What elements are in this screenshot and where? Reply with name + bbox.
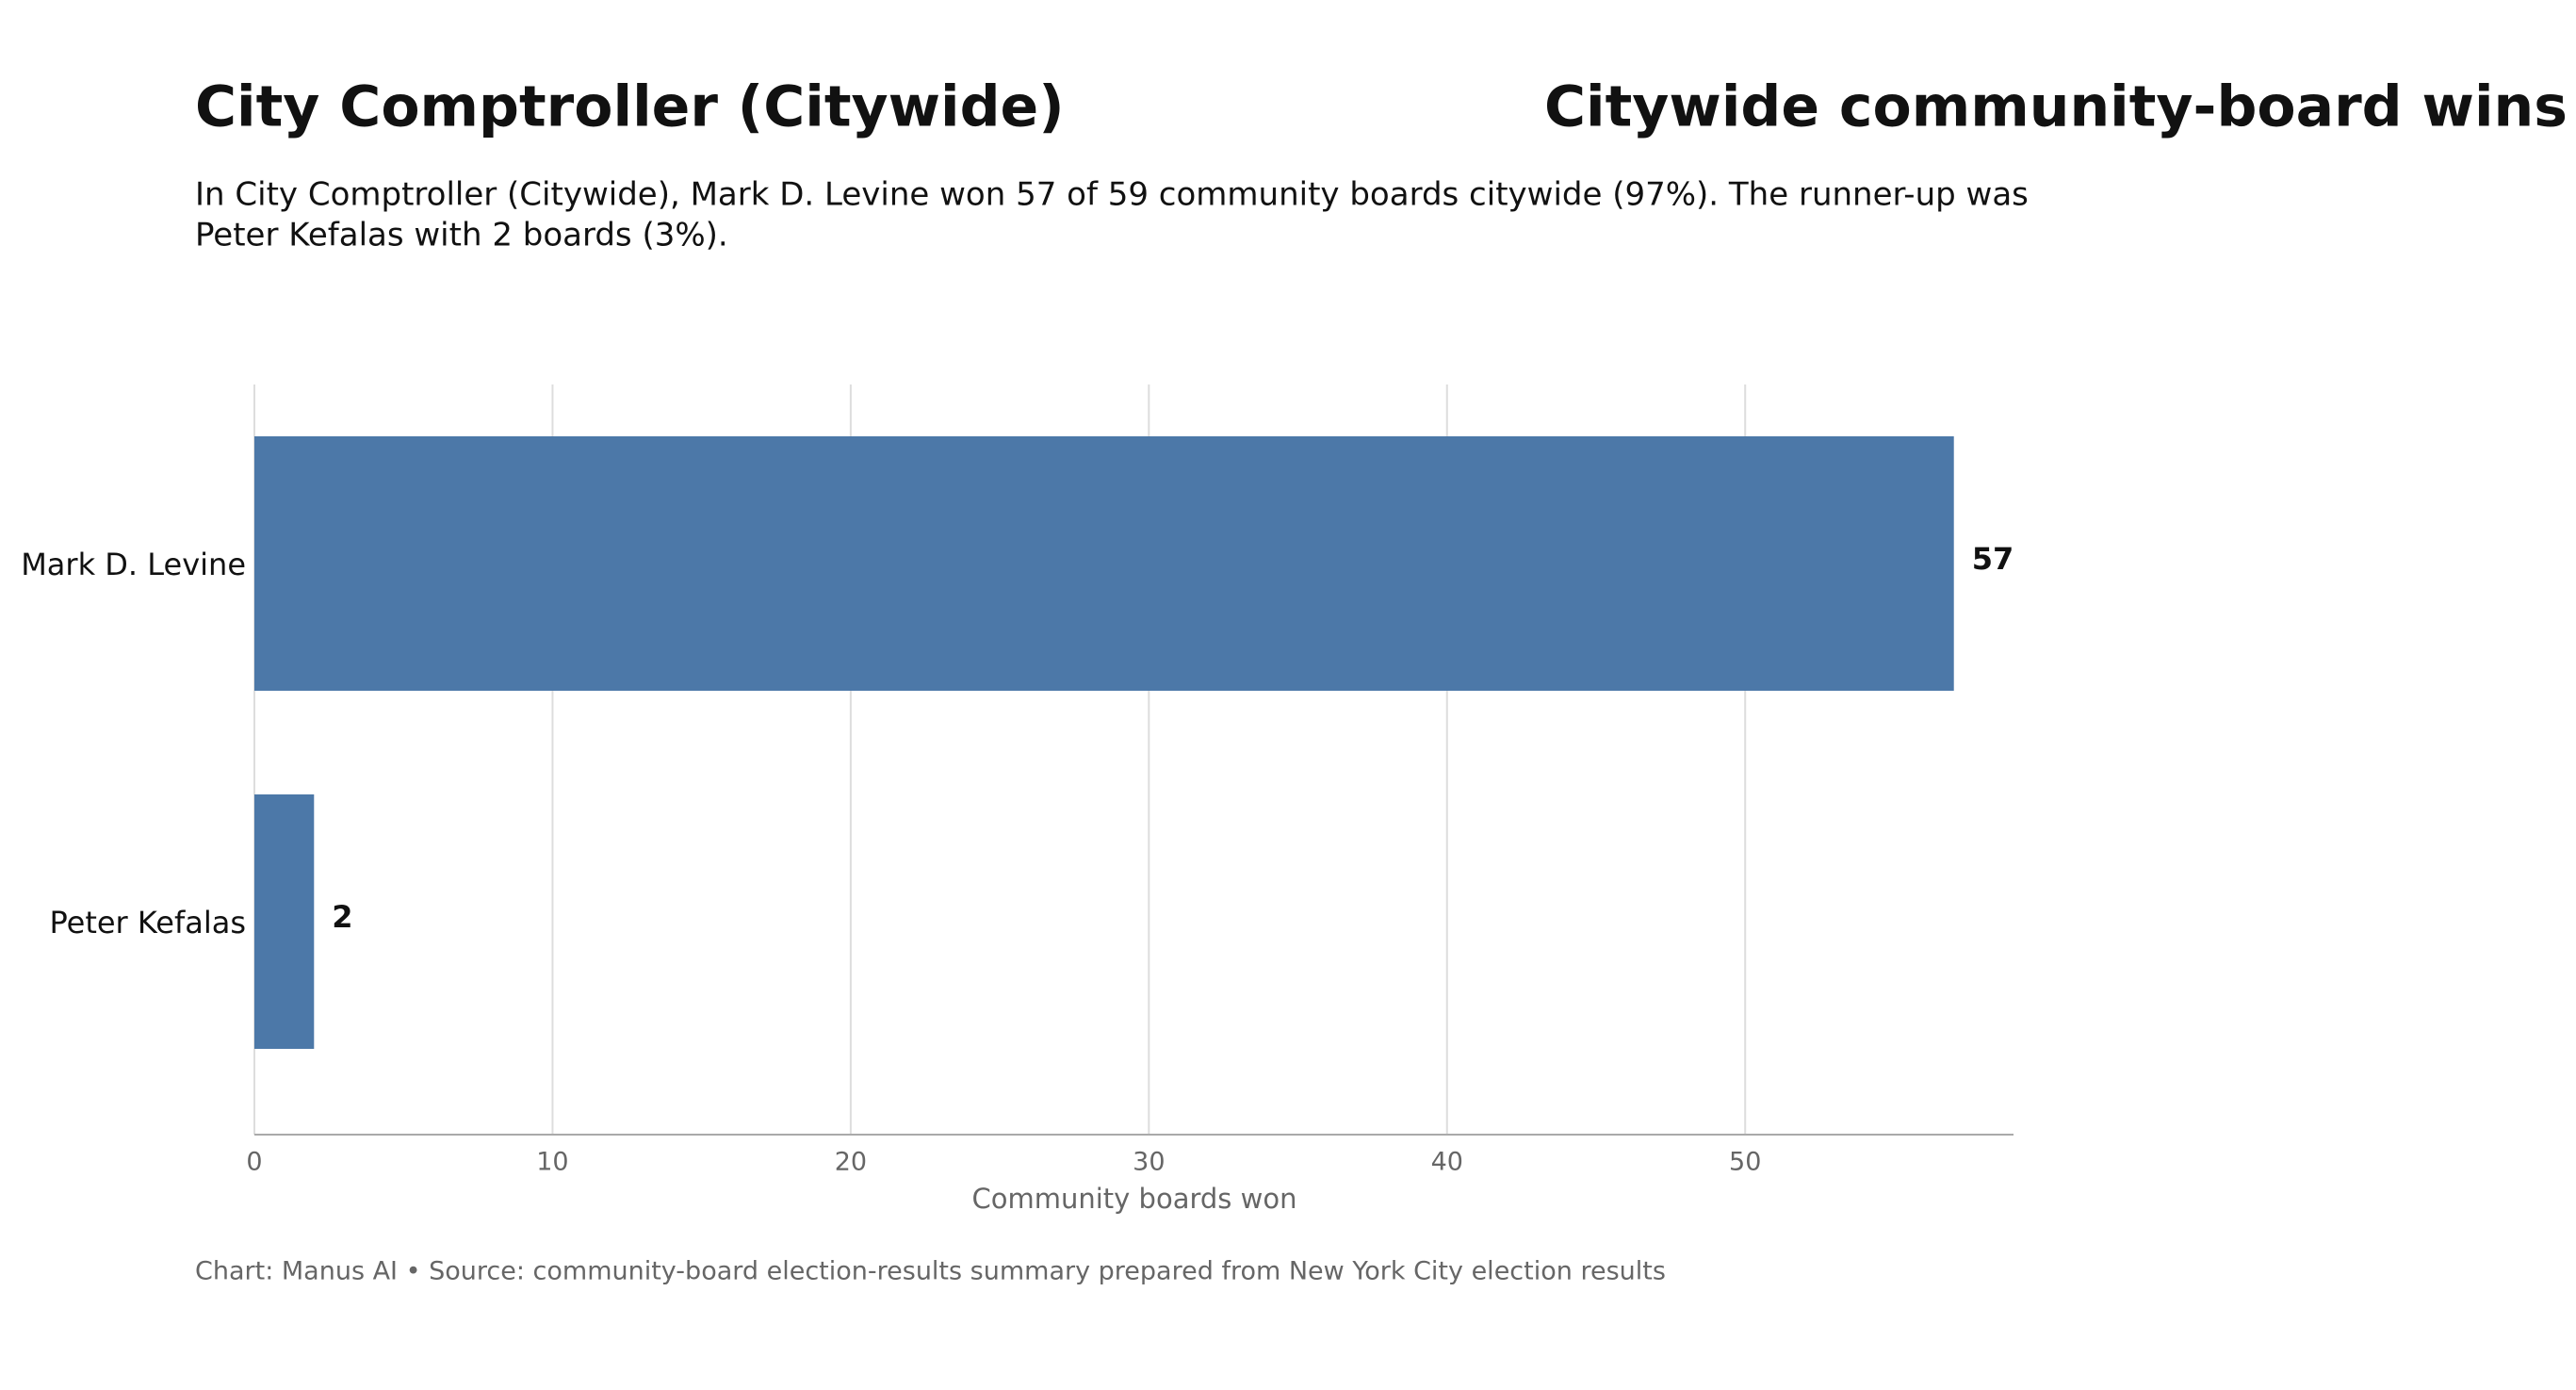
subtitle: In City Comptroller (Citywide), Mark D. … [195,176,2029,214]
x-tick-label: 10 [536,1148,568,1177]
x-tick-label: 20 [835,1148,867,1177]
x-axis-label: Community boards won [972,1183,1297,1215]
x-tick-label: 40 [1431,1148,1463,1177]
x-tick-label: 50 [1729,1148,1761,1177]
subtitle: Peter Kefalas with 2 boards (3%). [195,217,728,254]
chart-heading: Citywide community-board wins [1544,74,2568,140]
value-label: 57 [1972,541,2014,577]
value-label: 2 [332,899,352,935]
footer: Chart: Manus AI • Source: community-boar… [195,1257,1666,1286]
x-tick-label: 0 [246,1148,262,1177]
x-tick-label: 30 [1133,1148,1165,1177]
bar [254,794,315,1049]
y-tick-label: Peter Kefalas [49,905,246,940]
chart-title: City Comptroller (Citywide) [195,74,1065,140]
y-tick-label: Mark D. Levine [21,547,246,582]
bar [254,436,1954,691]
